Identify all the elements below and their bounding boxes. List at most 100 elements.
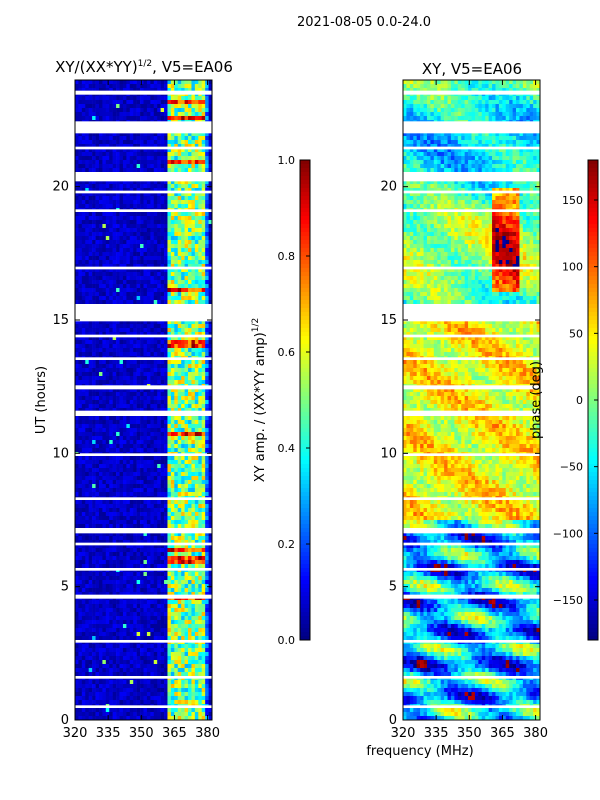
amp-cell — [88, 152, 93, 157]
amp-cell — [208, 332, 212, 337]
amp-cell — [105, 256, 110, 261]
amp-cell — [170, 368, 175, 373]
amp-cell — [98, 536, 103, 541]
amp-cell — [208, 344, 212, 349]
amp-cell — [181, 108, 185, 113]
amp-cell — [95, 212, 100, 217]
amp-cell — [102, 572, 107, 577]
amp-cell — [136, 448, 141, 453]
amp-cell — [150, 180, 155, 185]
amp-cell — [140, 228, 144, 233]
amp-cell — [75, 220, 79, 225]
amp-cell — [92, 348, 96, 353]
amp-cell — [150, 112, 155, 117]
amp-cell — [198, 436, 203, 441]
amp-cell — [95, 484, 100, 489]
amp-cell — [208, 156, 212, 161]
amp-cell — [92, 80, 96, 85]
amp-cell — [177, 148, 182, 153]
amp-cell — [160, 340, 165, 345]
amp-cell — [194, 156, 199, 161]
amp-cell — [194, 532, 199, 537]
amp-cell — [85, 260, 89, 265]
amp-cell — [167, 84, 172, 89]
amp-cell — [146, 432, 151, 437]
amp-cell — [129, 116, 134, 121]
amp-cell — [164, 148, 168, 153]
amp-cell — [95, 332, 100, 337]
amp-cell — [160, 244, 165, 249]
amp-cell — [177, 500, 182, 505]
amp-cell — [194, 292, 199, 297]
amp-cell — [116, 540, 120, 545]
amp-cell — [85, 428, 89, 433]
amp-cell — [88, 116, 93, 121]
amp-cell — [181, 268, 185, 273]
amp-cell — [181, 184, 185, 189]
amp-cell — [75, 264, 79, 269]
amp-cell — [140, 576, 144, 581]
amp-cell — [88, 488, 93, 493]
amp-cell — [208, 272, 212, 277]
amp-cell — [194, 516, 199, 521]
amp-cell — [177, 420, 182, 425]
amp-cell — [194, 396, 199, 401]
amp-cell — [188, 88, 192, 93]
amp-cell — [85, 448, 89, 453]
amp-cell — [201, 272, 206, 277]
amp-cell — [208, 548, 212, 553]
amp-cell — [85, 416, 89, 421]
amp-cell — [109, 536, 113, 541]
amp-cell — [88, 500, 93, 505]
amp-cell — [205, 260, 209, 265]
amp-cell — [194, 484, 199, 489]
amp-cell — [92, 440, 96, 445]
amp-cell — [164, 168, 168, 173]
amp-cell — [188, 372, 192, 377]
amp-cell — [122, 332, 127, 337]
amp-cell — [198, 144, 203, 149]
amp-cell — [160, 184, 165, 189]
amp-cell — [146, 468, 151, 473]
amp-cell — [85, 236, 89, 241]
amp-cell — [188, 196, 192, 201]
amp-cell — [174, 200, 179, 205]
amp-cell — [129, 448, 134, 453]
amp-cell — [116, 332, 120, 337]
amp-cell — [153, 244, 158, 249]
amp-cell — [112, 364, 117, 369]
amp-cell — [122, 372, 127, 377]
amp-cell — [136, 164, 141, 169]
amp-cell — [126, 228, 131, 233]
amp-cell — [153, 524, 158, 529]
amp-cell — [184, 136, 189, 141]
amp-cell — [102, 408, 107, 413]
amp-cell — [181, 160, 185, 165]
amp-cell — [78, 272, 83, 277]
amp-cell — [78, 400, 83, 405]
amp-cell — [78, 264, 83, 269]
amp-cell — [153, 508, 158, 513]
amp-cell — [81, 576, 86, 581]
amp-cell — [95, 572, 100, 577]
amp-cell — [136, 536, 141, 541]
amp-cell — [167, 552, 172, 557]
amp-cell — [140, 84, 144, 89]
amp-cell — [122, 360, 127, 365]
amp-cell — [146, 488, 151, 493]
amp-cell — [92, 116, 96, 121]
amp-cell — [140, 144, 144, 149]
amp-cell — [92, 84, 96, 89]
amp-cell — [109, 80, 113, 85]
amp-cell — [170, 88, 175, 93]
amp-cell — [146, 220, 151, 225]
amp-cell — [102, 464, 107, 469]
amp-cell — [164, 432, 168, 437]
amp-cell — [143, 96, 148, 101]
amp-cell — [146, 372, 151, 377]
amp-cell — [184, 152, 189, 157]
amp-cell — [140, 460, 144, 465]
amp-cell — [194, 256, 199, 261]
amp-cell — [157, 148, 161, 153]
amp-cell — [116, 196, 120, 201]
